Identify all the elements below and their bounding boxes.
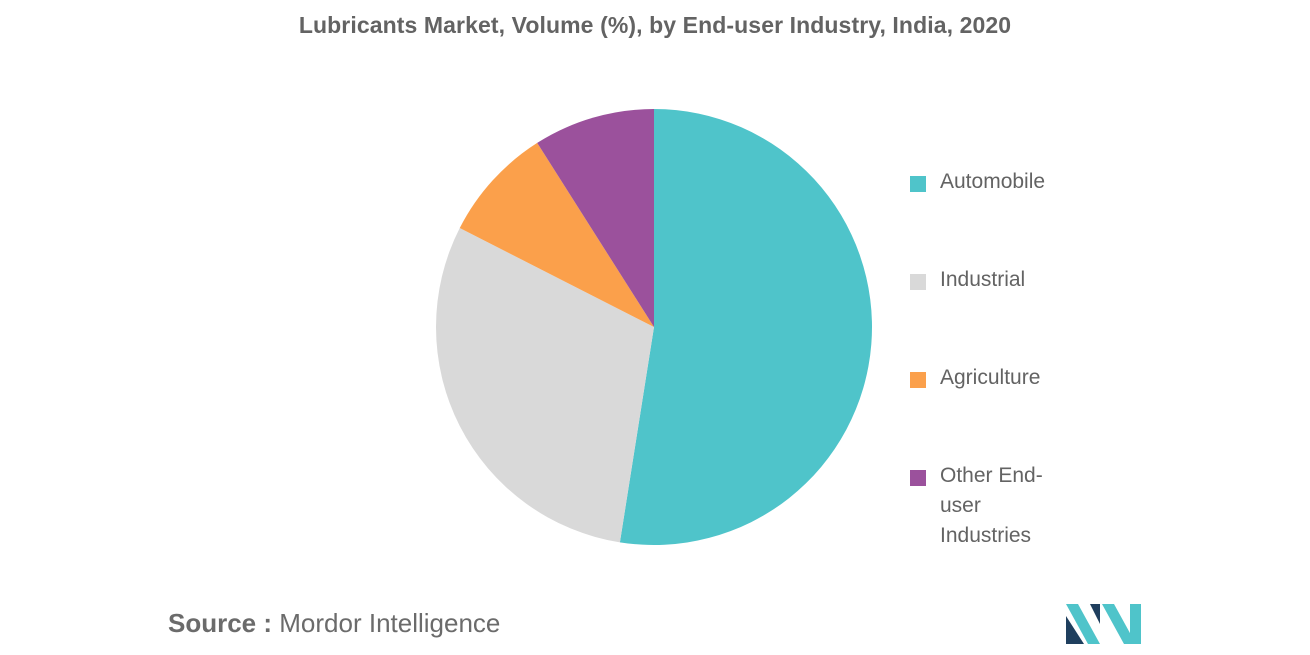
source-prefix: Source : [168, 608, 273, 638]
chart-title: Lubricants Market, Volume (%), by End-us… [298, 12, 1012, 38]
legend-label-agriculture: Agriculture [940, 366, 1041, 389]
legend-swatch-automobile [910, 176, 926, 192]
legend-label-industrial: Industrial [940, 268, 1026, 291]
pie-slice-agriculture [459, 142, 654, 327]
pie-slice-industrial [436, 228, 654, 543]
pie-slice-other [537, 109, 654, 327]
source-note: Source : Mordor Intelligence [168, 608, 500, 639]
legend-label-automobile: Automobile [940, 170, 1046, 193]
legend-item-agriculture: Agriculture [910, 366, 1080, 393]
legend-item-industrial: Industrial [910, 268, 1080, 295]
pie-slice-automobile [619, 108, 873, 546]
legend-item-automobile: Automobile [910, 170, 1080, 197]
legend-swatch-other [910, 470, 926, 486]
legend-label-other: Other End-user Industries [940, 464, 1043, 547]
mordor-intelligence-logo-icon [1066, 604, 1141, 644]
legend-swatch-agriculture [910, 372, 926, 388]
pie-slices [436, 108, 873, 546]
legend-swatch-industrial [910, 274, 926, 290]
legend-item-other: Other End-user Industries [910, 464, 1050, 551]
source-text: Mordor Intelligence [279, 608, 501, 638]
